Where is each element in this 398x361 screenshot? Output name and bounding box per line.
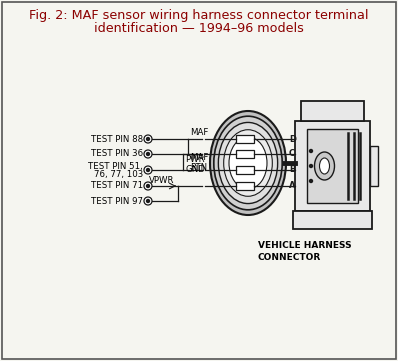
Text: TEST PIN 88: TEST PIN 88 bbox=[91, 135, 143, 144]
Text: PWR
GND: PWR GND bbox=[185, 155, 205, 174]
Text: TEST PIN 97: TEST PIN 97 bbox=[91, 196, 143, 205]
Ellipse shape bbox=[314, 152, 334, 180]
Bar bbox=[236, 182, 254, 190]
Bar bbox=[307, 129, 358, 203]
Text: 76, 77, 103: 76, 77, 103 bbox=[94, 170, 143, 179]
Text: D: D bbox=[289, 135, 296, 144]
Circle shape bbox=[144, 150, 152, 158]
Circle shape bbox=[144, 135, 152, 143]
Text: Fig. 2: MAF sensor wiring harness connector terminal: Fig. 2: MAF sensor wiring harness connec… bbox=[29, 9, 369, 22]
Bar bbox=[236, 135, 254, 143]
Text: VPWR: VPWR bbox=[148, 176, 174, 185]
Text: B: B bbox=[289, 165, 295, 174]
Text: identification — 1994–96 models: identification — 1994–96 models bbox=[94, 22, 304, 35]
Circle shape bbox=[310, 179, 312, 183]
Ellipse shape bbox=[229, 137, 267, 189]
Circle shape bbox=[144, 197, 152, 205]
Text: MAF: MAF bbox=[190, 128, 209, 137]
Circle shape bbox=[146, 169, 150, 171]
Ellipse shape bbox=[224, 130, 272, 196]
Text: TEST PIN 71: TEST PIN 71 bbox=[91, 182, 143, 191]
Text: TEST PIN 51,: TEST PIN 51, bbox=[88, 162, 143, 171]
Circle shape bbox=[144, 182, 152, 190]
Text: TEST PIN 36: TEST PIN 36 bbox=[91, 149, 143, 158]
Circle shape bbox=[146, 152, 150, 156]
Circle shape bbox=[310, 149, 312, 152]
Text: MAF
RTN: MAF RTN bbox=[190, 153, 209, 172]
Bar bbox=[301, 101, 364, 121]
Bar bbox=[295, 121, 370, 211]
Circle shape bbox=[144, 166, 152, 174]
Bar bbox=[236, 150, 254, 158]
Circle shape bbox=[310, 165, 312, 168]
Text: VEHICLE HARNESS
CONNECTOR: VEHICLE HARNESS CONNECTOR bbox=[258, 241, 351, 262]
Text: C: C bbox=[289, 149, 295, 158]
Bar bbox=[370, 146, 378, 186]
Ellipse shape bbox=[320, 158, 330, 174]
Circle shape bbox=[146, 138, 150, 140]
Bar bbox=[293, 211, 372, 229]
Ellipse shape bbox=[210, 111, 286, 215]
Text: A: A bbox=[289, 182, 295, 191]
Ellipse shape bbox=[214, 116, 282, 210]
Circle shape bbox=[146, 184, 150, 187]
Ellipse shape bbox=[219, 122, 278, 204]
Circle shape bbox=[146, 200, 150, 203]
Bar bbox=[236, 166, 254, 174]
